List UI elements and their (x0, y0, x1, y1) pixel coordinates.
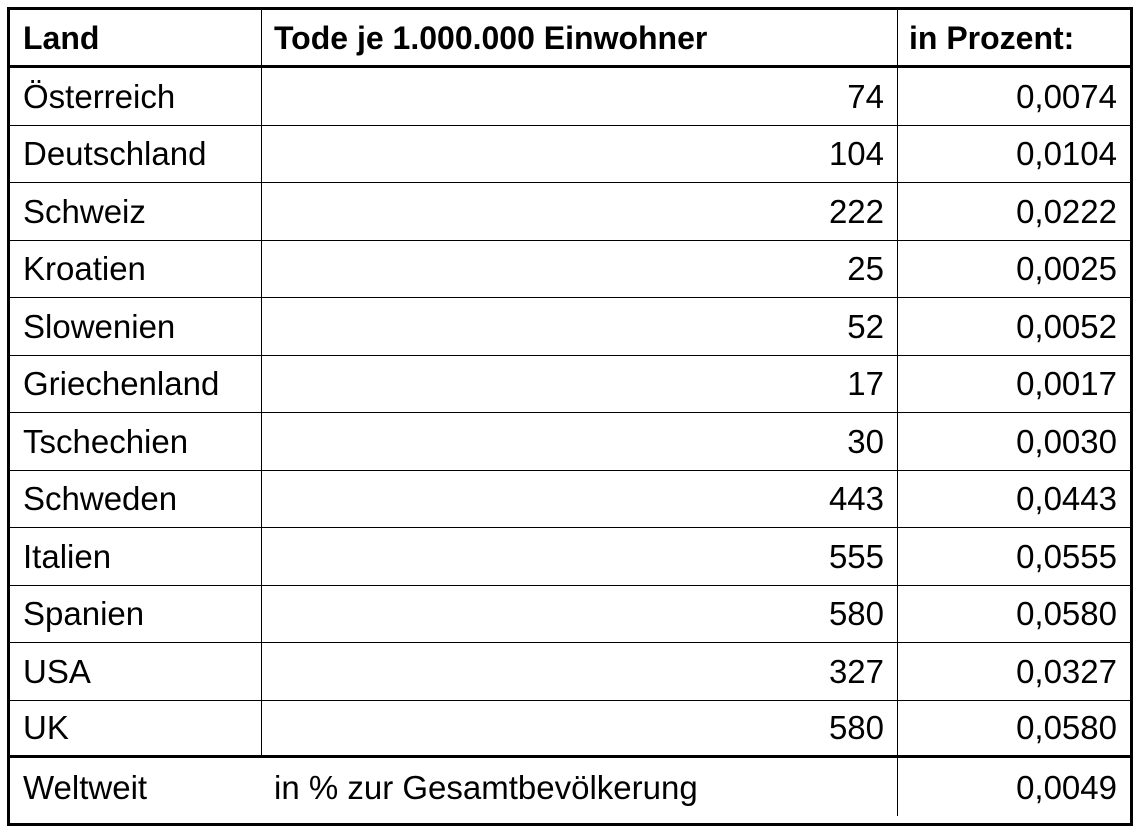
cell-tode: 580 (262, 700, 898, 755)
header-prozent: in Prozent: (909, 19, 1075, 56)
table-row: Griechenland 17 0,0017 (10, 355, 1130, 413)
table-header-row: Land Tode je 1.000.000 Einwohner in Proz… (10, 10, 1130, 68)
cell-tode: 52 (262, 298, 898, 355)
cell-prozent: 0,0555 (1016, 537, 1117, 575)
footer-label: Weltweit (23, 768, 148, 806)
cell-land: Schweden (10, 470, 262, 527)
cell-prozent: 0,0052 (1016, 307, 1117, 345)
cell-prozent: 0,0104 (1016, 135, 1117, 173)
cell-land: Spanien (10, 585, 262, 642)
table-row: Österreich 74 0,0074 (10, 68, 1130, 126)
table-row: Tschechien 30 0,0030 (10, 413, 1130, 471)
table-row: Italien 555 0,0555 (10, 528, 1130, 586)
cell-prozent: 0,0074 (1016, 77, 1117, 115)
table-row: Kroatien 25 0,0025 (10, 240, 1130, 298)
cell-land: Kroatien (10, 240, 262, 297)
cell-tode: 443 (262, 470, 898, 527)
cell-land: Italien (10, 528, 262, 585)
cell-prozent: 0,0017 (1016, 365, 1117, 403)
footer-description: in % zur Gesamtbevölkerung (262, 758, 898, 816)
cell-land: Österreich (10, 68, 262, 125)
cell-prozent: 0,0030 (1016, 422, 1117, 460)
cell-prozent: 0,0222 (1016, 192, 1117, 230)
cell-tode: 25 (262, 240, 898, 297)
cell-prozent: 0,0025 (1016, 250, 1117, 288)
table-row: Schweden 443 0,0443 (10, 470, 1130, 528)
cell-land: Schweiz (10, 183, 262, 240)
table-row: Schweiz 222 0,0222 (10, 183, 1130, 241)
header-land: Land (10, 10, 262, 65)
cell-land: Deutschland (10, 125, 262, 182)
cell-tode: 104 (262, 125, 898, 182)
table-row: Slowenien 52 0,0052 (10, 298, 1130, 356)
cell-tode: 222 (262, 183, 898, 240)
table-row: USA 327 0,0327 (10, 643, 1130, 701)
footer-value: 0,0049 (1016, 768, 1117, 806)
table-row: Spanien 580 0,0580 (10, 585, 1130, 643)
cell-land: Slowenien (10, 298, 262, 355)
cell-prozent: 0,0327 (1016, 652, 1117, 690)
table-row: UK 580 0,0580 (10, 700, 1130, 758)
cell-tode: 17 (262, 355, 898, 412)
cell-land: UK (10, 700, 262, 755)
data-table: Land Tode je 1.000.000 Einwohner in Proz… (7, 7, 1133, 826)
table-row: Deutschland 104 0,0104 (10, 125, 1130, 183)
cell-tode: 555 (262, 528, 898, 585)
header-tode: Tode je 1.000.000 Einwohner (262, 10, 898, 65)
cell-prozent: 0,0580 (1016, 709, 1117, 747)
cell-land: USA (10, 643, 262, 700)
cell-tode: 580 (262, 585, 898, 642)
cell-land: Tschechien (10, 413, 262, 470)
cell-tode: 74 (262, 68, 898, 125)
cell-tode: 327 (262, 643, 898, 700)
cell-land: Griechenland (10, 355, 262, 412)
cell-prozent: 0,0580 (1016, 595, 1117, 633)
table-footer-row: Weltweit in % zur Gesamtbevölkerung 0,00… (10, 758, 1130, 816)
cell-tode: 30 (262, 413, 898, 470)
cell-prozent: 0,0443 (1016, 480, 1117, 518)
